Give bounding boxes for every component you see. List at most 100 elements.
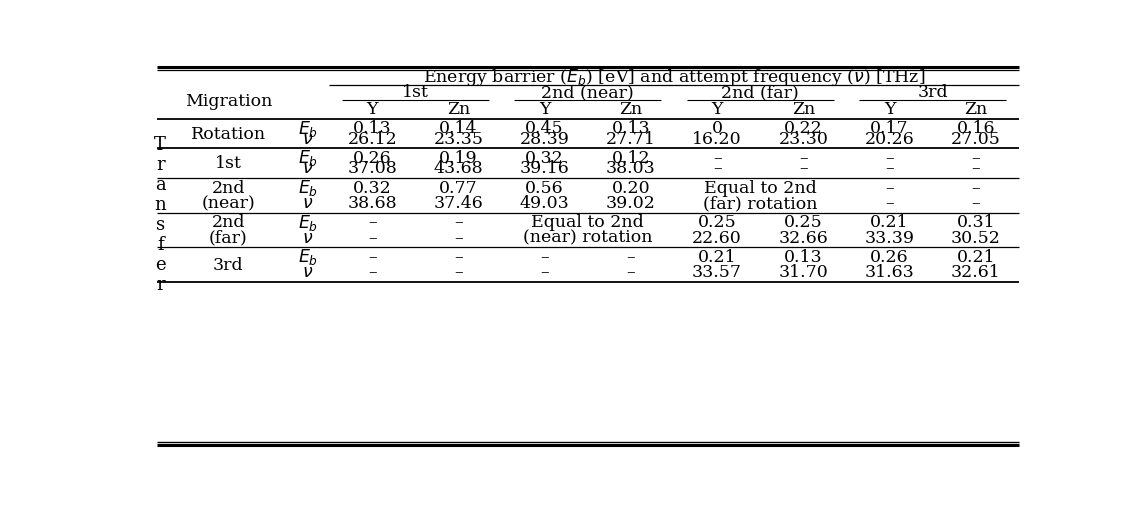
- Text: 38.68: 38.68: [347, 195, 397, 212]
- Text: 31.70: 31.70: [779, 264, 828, 281]
- Text: T: T: [155, 136, 166, 154]
- Text: Y: Y: [884, 101, 895, 118]
- Text: $E_b$: $E_b$: [298, 148, 318, 168]
- Text: 2nd: 2nd: [212, 214, 245, 231]
- Text: 31.63: 31.63: [864, 264, 915, 281]
- Text: r: r: [156, 156, 165, 174]
- Text: –: –: [799, 160, 807, 177]
- Text: 0.77: 0.77: [439, 180, 477, 196]
- Text: $E_b$: $E_b$: [298, 119, 318, 139]
- Text: –: –: [971, 180, 980, 196]
- Text: –: –: [971, 195, 980, 212]
- Text: 37.46: 37.46: [434, 195, 483, 212]
- Text: 0.25: 0.25: [784, 214, 823, 231]
- Text: 0.26: 0.26: [353, 150, 392, 166]
- Text: –: –: [368, 214, 377, 231]
- Text: 28.39: 28.39: [520, 131, 569, 148]
- Text: –: –: [626, 249, 635, 266]
- Text: Equal to 2nd: Equal to 2nd: [704, 180, 816, 196]
- Text: 0.32: 0.32: [526, 150, 564, 166]
- Text: Zn: Zn: [447, 101, 471, 118]
- Text: –: –: [368, 230, 377, 247]
- Text: (near) rotation: (near) rotation: [523, 230, 653, 247]
- Text: Migration: Migration: [184, 93, 273, 110]
- Text: Y: Y: [539, 101, 551, 118]
- Text: 0.19: 0.19: [440, 150, 477, 166]
- Text: 0.13: 0.13: [353, 120, 392, 137]
- Text: –: –: [455, 230, 463, 247]
- Text: –: –: [455, 249, 463, 266]
- Text: 0.12: 0.12: [611, 150, 650, 166]
- Text: –: –: [368, 249, 377, 266]
- Text: 0.22: 0.22: [784, 120, 823, 137]
- Text: 27.05: 27.05: [950, 131, 1001, 148]
- Text: (far) rotation: (far) rotation: [703, 195, 818, 212]
- Text: 0.13: 0.13: [784, 249, 822, 266]
- Text: 30.52: 30.52: [950, 230, 1001, 247]
- Text: 0.26: 0.26: [870, 249, 909, 266]
- Text: –: –: [713, 150, 721, 166]
- Text: Rotation: Rotation: [191, 126, 266, 143]
- Text: Zn: Zn: [619, 101, 642, 118]
- Text: 27.71: 27.71: [606, 131, 656, 148]
- Text: 0.32: 0.32: [353, 180, 392, 196]
- Text: 2nd: 2nd: [212, 180, 245, 196]
- Text: $E_b$: $E_b$: [298, 213, 318, 233]
- Text: $\nu$: $\nu$: [302, 160, 314, 177]
- Text: f: f: [157, 236, 164, 254]
- Text: $\nu$: $\nu$: [302, 230, 314, 247]
- Text: –: –: [885, 180, 894, 196]
- Text: 43.68: 43.68: [434, 160, 483, 177]
- Text: 1st: 1st: [215, 155, 242, 172]
- Text: Y: Y: [711, 101, 722, 118]
- Text: 3rd: 3rd: [213, 257, 244, 274]
- Text: –: –: [713, 160, 721, 177]
- Text: 39.02: 39.02: [606, 195, 656, 212]
- Text: 16.20: 16.20: [693, 131, 742, 148]
- Text: 20.26: 20.26: [864, 131, 915, 148]
- Text: 0.25: 0.25: [697, 214, 736, 231]
- Text: Zn: Zn: [964, 101, 987, 118]
- Text: n: n: [155, 196, 166, 214]
- Text: Energy barrier ($E_b$) [eV] and attempt frequency ($\nu$) [THz]: Energy barrier ($E_b$) [eV] and attempt …: [423, 67, 925, 88]
- Text: 22.60: 22.60: [693, 230, 742, 247]
- Text: r: r: [156, 276, 165, 294]
- Text: 0.21: 0.21: [956, 249, 995, 266]
- Text: –: –: [885, 150, 894, 166]
- Text: 0.16: 0.16: [956, 120, 995, 137]
- Text: 32.61: 32.61: [950, 264, 1001, 281]
- Text: $E_b$: $E_b$: [298, 178, 318, 198]
- Text: 0.17: 0.17: [870, 120, 909, 137]
- Text: 26.12: 26.12: [347, 131, 397, 148]
- Text: –: –: [368, 264, 377, 281]
- Text: 0.56: 0.56: [526, 180, 564, 196]
- Text: (near): (near): [202, 195, 255, 212]
- Text: –: –: [540, 264, 548, 281]
- Text: 0.14: 0.14: [440, 120, 477, 137]
- Text: 33.39: 33.39: [864, 230, 915, 247]
- Text: 33.57: 33.57: [692, 264, 742, 281]
- Text: 2nd (far): 2nd (far): [721, 84, 799, 101]
- Text: 2nd (near): 2nd (near): [542, 84, 634, 101]
- Text: 39.16: 39.16: [520, 160, 569, 177]
- Text: 0.45: 0.45: [526, 120, 564, 137]
- Text: $\nu$: $\nu$: [302, 195, 314, 212]
- Text: –: –: [885, 160, 894, 177]
- Text: Equal to 2nd: Equal to 2nd: [531, 214, 645, 231]
- Text: –: –: [455, 264, 463, 281]
- Text: 0.13: 0.13: [611, 120, 650, 137]
- Text: –: –: [799, 150, 807, 166]
- Text: –: –: [540, 249, 548, 266]
- Text: Zn: Zn: [791, 101, 815, 118]
- Text: –: –: [455, 214, 463, 231]
- Text: 1st: 1st: [402, 84, 428, 101]
- Text: 0.20: 0.20: [611, 180, 650, 196]
- Text: $\nu$: $\nu$: [302, 264, 314, 281]
- Text: $\nu$: $\nu$: [302, 131, 314, 148]
- Text: 38.03: 38.03: [606, 160, 656, 177]
- Text: (far): (far): [210, 230, 247, 247]
- Text: e: e: [155, 256, 166, 274]
- Text: 23.30: 23.30: [779, 131, 828, 148]
- Text: 0.21: 0.21: [870, 214, 909, 231]
- Text: 0.31: 0.31: [956, 214, 995, 231]
